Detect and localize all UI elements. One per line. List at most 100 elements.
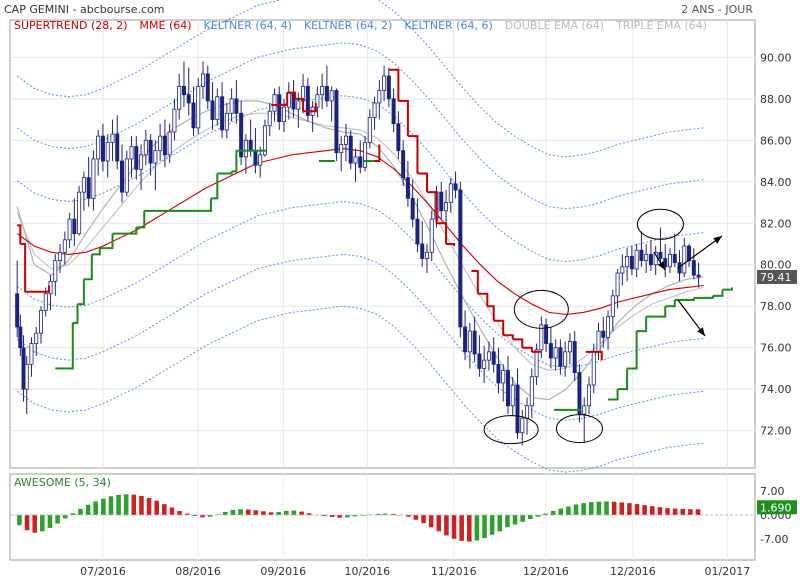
awesome-bar [17, 515, 22, 526]
awesome-bar [253, 510, 259, 515]
awesome-bar [154, 500, 159, 515]
candle-body [572, 341, 577, 373]
supertrend-segment [20, 243, 27, 292]
legend-item: SUPERTREND (28, 2) [14, 19, 128, 32]
candle-body [382, 75, 387, 91]
candle-body [343, 135, 348, 145]
candle-body [282, 106, 287, 123]
awesome-bar [474, 515, 480, 541]
candle-body [396, 123, 401, 152]
price-axis: 72.00 74.00 76.00 78.00 80.00 82.00 84.00 86.00… [760, 51, 792, 437]
candle-body [39, 309, 44, 334]
keltner-band-line [16, 305, 704, 473]
supertrend-segment [503, 334, 514, 340]
legend-item: KELTNER (64, 4) [204, 19, 292, 32]
supertrend-segment [712, 289, 724, 297]
candle-body [582, 405, 587, 415]
candle-body [215, 96, 220, 120]
candle-body [315, 94, 320, 108]
y-tick-label: 76.00 [760, 342, 792, 355]
awesome-bar [467, 515, 472, 542]
candle-body [439, 191, 444, 212]
awesome-bar [70, 513, 76, 515]
candle-body [258, 154, 263, 166]
awesome-bar [268, 512, 274, 515]
candlesticks [15, 61, 701, 446]
candle-body [553, 347, 558, 359]
oscillator-last-tag-bg [757, 500, 797, 515]
candle-body [367, 117, 372, 143]
awesome-bar [695, 509, 701, 515]
candle-body [463, 326, 468, 353]
y-tick-label: 72.00 [760, 425, 792, 438]
chart-period: 2 ANS - JOUR [681, 3, 753, 16]
candle-body [691, 260, 696, 276]
supertrend-segment [477, 292, 489, 307]
awesome-bar [596, 501, 602, 515]
candle-body [544, 324, 549, 344]
candle-body [586, 384, 591, 407]
awesome-bar [665, 508, 670, 515]
supertrend-segment [271, 92, 289, 107]
awesome-bar [527, 515, 533, 520]
supertrend-segment [487, 305, 495, 321]
supertrend-segment [585, 350, 603, 361]
awesome-bar [40, 515, 45, 532]
supertrend-segment [446, 243, 455, 247]
candle-body [186, 94, 191, 104]
candle-body [458, 189, 463, 328]
x-tick-label: 07/2016 [80, 565, 126, 578]
candle-body [577, 372, 582, 415]
candle-body [610, 295, 615, 317]
candle-body [162, 135, 167, 156]
awesome-bar [642, 505, 647, 515]
awesome-bar [383, 513, 388, 515]
oscillator-tick-label: -7.00 [760, 533, 788, 546]
awesome-bar [444, 515, 449, 536]
supertrend-segment [91, 248, 101, 256]
supertrend-segment [512, 338, 524, 348]
awesome-bar [108, 496, 114, 515]
candle-body [224, 112, 229, 131]
candle-body [339, 144, 344, 154]
supertrend-segment [231, 150, 238, 173]
candle-body [529, 376, 534, 407]
candle-body [363, 141, 368, 168]
supertrend-segment [210, 173, 219, 200]
annotation-ellipse [483, 415, 539, 445]
keltner-band-line [16, 95, 704, 263]
supertrend-segment [436, 222, 448, 244]
supertrend-segment [388, 68, 400, 101]
y-tick-label: 78.00 [760, 300, 792, 313]
awesome-bar [276, 511, 281, 515]
awesome-bar [680, 508, 686, 515]
candle-body [601, 330, 606, 338]
candle-body [625, 256, 630, 268]
awesome-bar [611, 501, 617, 515]
candle-body [86, 177, 91, 199]
awesome-bar [162, 504, 167, 515]
candle-body [591, 351, 596, 386]
candle-body [77, 191, 82, 235]
candle-body [181, 85, 186, 96]
candle-body [220, 96, 225, 131]
candle-body [596, 330, 601, 353]
price-panel-frame [9, 19, 756, 469]
candle-body [320, 85, 325, 96]
candle-body [110, 133, 115, 143]
candle-body [486, 351, 491, 361]
awesome-bar [306, 513, 312, 515]
supertrend-segment [72, 304, 79, 324]
supertrend-segment [64, 322, 74, 370]
awesome-bar [550, 510, 556, 515]
awesome-bar [619, 502, 625, 515]
candle-body [606, 316, 611, 338]
supertrend-segment [522, 346, 533, 352]
awesome-oscillator [10, 494, 755, 542]
annotation-arrow-head [713, 236, 722, 244]
candle-body [615, 272, 620, 297]
candle-body [277, 94, 282, 123]
awesome-bar [101, 498, 106, 515]
candle-body [501, 370, 506, 384]
candle-body [658, 251, 663, 259]
